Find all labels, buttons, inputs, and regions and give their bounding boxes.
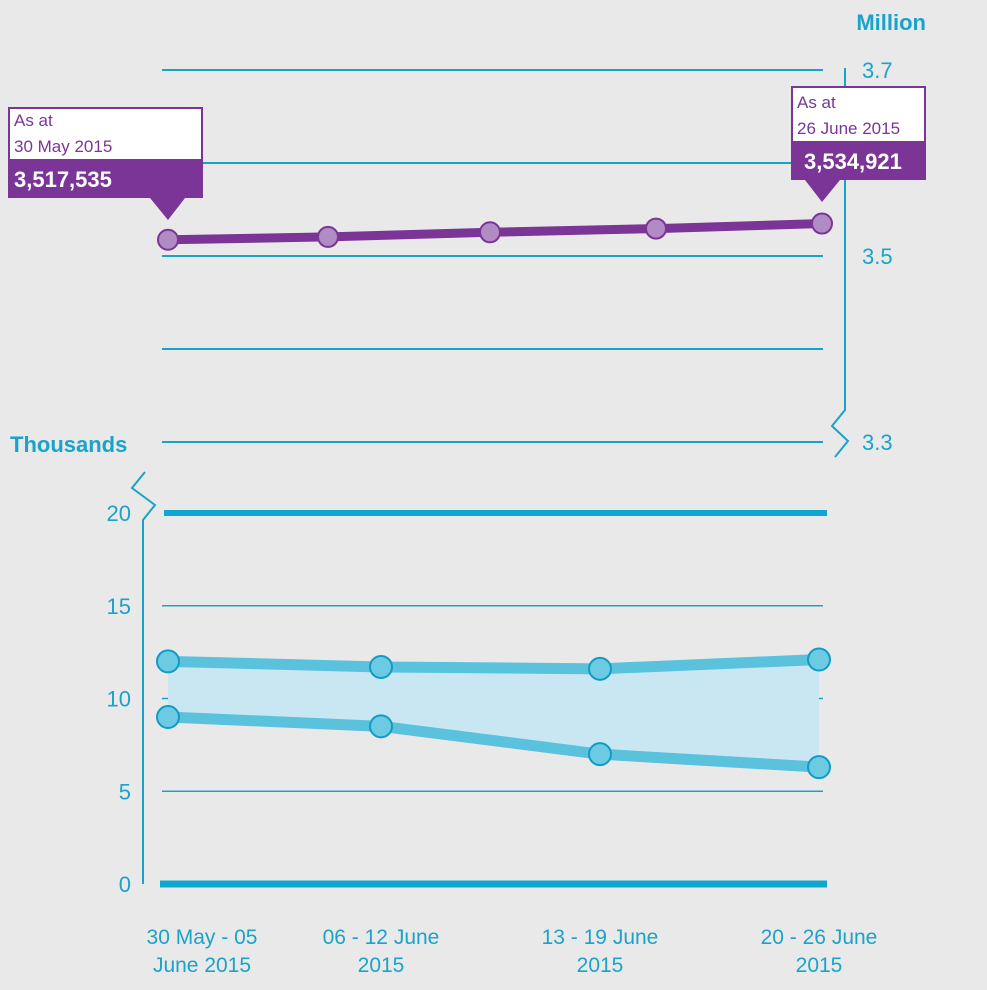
bottom-data-point — [156, 705, 180, 730]
callout-value: 3,534,921 — [804, 149, 902, 174]
callout-value: 3,517,535 — [14, 167, 112, 192]
top-data-point — [157, 228, 179, 251]
bottom-tick-label: 10 — [107, 687, 131, 712]
x-category-label-line: 06 - 12 June — [323, 926, 440, 949]
callout-line-2: 30 May 2015 — [14, 137, 112, 156]
top-tick-label: 3.5 — [862, 244, 893, 269]
top-data-point — [317, 225, 339, 248]
x-category-label-line: 2015 — [358, 954, 405, 977]
bottom-data-point — [588, 656, 612, 681]
callout-value-box — [791, 142, 926, 180]
bottom-data-point — [588, 742, 612, 767]
x-category-label-line: 20 - 26 June — [761, 926, 878, 949]
bottom-data-point — [369, 654, 393, 679]
bottom-series-line — [167, 711, 820, 773]
top-data-point — [645, 217, 667, 240]
value-callout-start: As at 30 May 2015 3,517,535 — [8, 107, 203, 220]
top-tick-label: 3.7 — [862, 58, 893, 83]
x-category-label: 06 - 12 June 2015 — [323, 926, 440, 977]
bottom-series-line — [167, 654, 820, 675]
callout-value-box — [8, 160, 203, 198]
bottom-tick-label: 0 — [119, 872, 131, 897]
x-category-label-line: 2015 — [796, 954, 843, 977]
top-data-point — [811, 212, 833, 235]
callout-box — [791, 86, 926, 143]
bottom-tick-label: 5 — [119, 779, 131, 804]
top-axis-line — [830, 68, 850, 458]
bottom-tick-label: 15 — [107, 594, 131, 619]
range-fill — [168, 659, 819, 768]
x-category-label: 20 - 26 June 2015 — [761, 926, 878, 977]
x-category-label-line: June 2015 — [153, 954, 251, 977]
bottom-data-point — [807, 755, 831, 780]
x-category-label-line: 13 - 19 June — [542, 926, 659, 949]
x-category-label: 30 May - 05 June 2015 — [147, 926, 258, 977]
value-callout-end: As at 26 June 2015 3,534,921 — [791, 86, 926, 202]
callout-line-1: As at — [14, 111, 53, 130]
top-tick-label: 3.3 — [862, 430, 893, 455]
bottom-data-point — [807, 647, 831, 672]
x-category-label: 13 - 19 June 2015 — [542, 926, 659, 977]
callout-line-2: 26 June 2015 — [797, 119, 900, 138]
callout-line-1: As at — [797, 93, 836, 112]
x-category-label-line: 2015 — [577, 954, 624, 977]
bottom-data-point — [369, 714, 393, 739]
callout-pointer — [805, 180, 840, 202]
callout-pointer — [150, 198, 185, 220]
x-category-label-line: 30 May - 05 — [147, 926, 258, 949]
top-unit-label: Million — [856, 10, 926, 35]
bottom-data-point — [156, 649, 180, 674]
bottom-tick-label: 20 — [107, 501, 131, 526]
bottom-axis-line — [130, 471, 157, 884]
bottom-unit-label: Thousands — [10, 432, 127, 457]
top-data-point — [479, 221, 501, 244]
